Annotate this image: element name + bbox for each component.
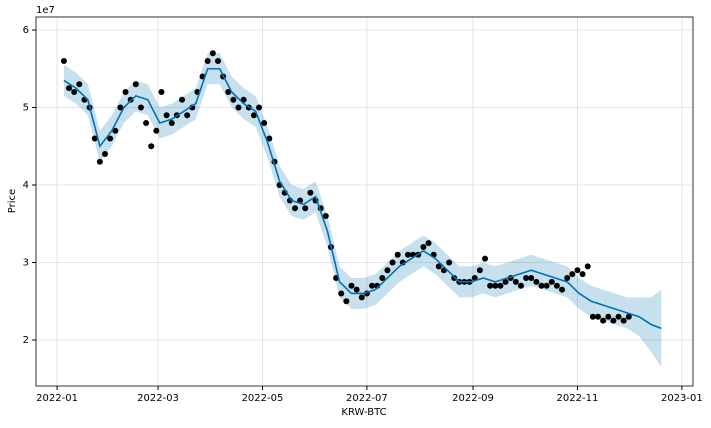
y-tick-label: 4: [23, 180, 29, 191]
observed-point: [548, 278, 555, 285]
observed-point: [476, 267, 483, 274]
observed-point: [384, 267, 391, 274]
observed-point: [122, 89, 129, 96]
observed-point: [559, 286, 566, 293]
observed-point: [379, 274, 386, 281]
observed-point: [610, 317, 617, 324]
observed-point: [168, 120, 175, 127]
observed-point: [435, 263, 442, 270]
observed-point: [266, 135, 273, 142]
forecast-line: [63, 67, 662, 330]
observed-point: [60, 58, 67, 65]
observed-point: [261, 120, 268, 127]
observed-point: [112, 127, 119, 134]
y-tick-label: 6: [23, 25, 29, 36]
y-tick-label: 5: [23, 103, 29, 114]
observed-point: [96, 158, 103, 165]
observed-point: [569, 271, 576, 278]
observed-point: [163, 112, 170, 119]
observed-point: [225, 89, 232, 96]
observed-point: [148, 143, 155, 150]
observed-point: [153, 127, 160, 134]
x-tick-label: 2022-03: [137, 393, 179, 404]
observed-point: [179, 96, 186, 103]
observed-point: [348, 282, 355, 289]
observed-point: [523, 274, 530, 281]
observed-point: [307, 189, 314, 196]
observed-point: [322, 212, 329, 219]
observed-point: [502, 278, 509, 285]
x-tick-label: 2022-01: [36, 393, 78, 404]
x-tick-label: 2022-07: [346, 393, 388, 404]
observed-point: [425, 240, 432, 247]
observed-point: [589, 313, 596, 320]
observed-point: [76, 81, 83, 88]
observed-point: [132, 81, 139, 88]
observed-point: [492, 282, 499, 289]
x-tick-label: 2022-11: [557, 393, 599, 404]
observed-point: [353, 286, 360, 293]
observed-point: [158, 89, 165, 96]
observed-point: [214, 58, 221, 65]
y-tick-label: 2: [23, 335, 29, 346]
observed-point: [117, 104, 124, 111]
y-axis-label: Price: [7, 189, 18, 213]
observed-point: [101, 150, 108, 157]
observed-point: [107, 135, 114, 142]
observed-point: [343, 298, 350, 305]
observed-point: [528, 274, 535, 281]
observed-point: [71, 89, 78, 96]
x-tick-label: 2022-05: [242, 393, 284, 404]
observed-point: [204, 58, 211, 65]
observed-point: [574, 267, 581, 274]
observed-point: [66, 85, 73, 92]
y-tick-label: 3: [23, 257, 29, 268]
y-offset-label: 1e7: [36, 5, 55, 16]
observed-point: [600, 317, 607, 324]
observed-point: [564, 274, 571, 281]
observed-point: [512, 278, 519, 285]
observed-point: [620, 317, 627, 324]
observed-point: [230, 96, 237, 103]
observed-point: [358, 294, 365, 301]
observed-point: [256, 104, 263, 111]
uncertainty-band: [63, 53, 662, 368]
observed-point: [615, 313, 622, 320]
x-axis-label: KRW-BTC: [341, 407, 386, 418]
observed-point: [497, 282, 504, 289]
observed-point: [446, 259, 453, 266]
observed-point: [517, 282, 524, 289]
observed-point: [137, 104, 144, 111]
observed-point: [625, 313, 632, 320]
plot-frame: [35, 16, 694, 387]
observed-point: [533, 278, 540, 285]
observed-point: [235, 104, 242, 111]
x-tick-label: 2023-01: [661, 393, 703, 404]
observed-point: [250, 112, 257, 119]
observed-point: [605, 313, 612, 320]
observed-point: [538, 282, 545, 289]
observed-point: [369, 282, 376, 289]
observed-point: [420, 243, 427, 250]
x-tick-label: 2022-09: [452, 393, 494, 404]
observed-point: [482, 255, 489, 262]
observed-point: [487, 282, 494, 289]
observed-point: [302, 205, 309, 212]
observed-point: [584, 263, 591, 270]
observed-point: [394, 251, 401, 258]
observed-point: [579, 271, 586, 278]
observed-point: [184, 112, 191, 119]
observed-point: [291, 205, 298, 212]
observed-point: [389, 259, 396, 266]
observed-point: [143, 120, 150, 127]
observed-point: [404, 251, 411, 258]
observed-point: [594, 313, 601, 320]
observed-point: [553, 282, 560, 289]
observed-point: [338, 290, 345, 297]
observed-point: [543, 282, 550, 289]
observed-point: [91, 135, 98, 142]
observed-point: [209, 50, 216, 57]
